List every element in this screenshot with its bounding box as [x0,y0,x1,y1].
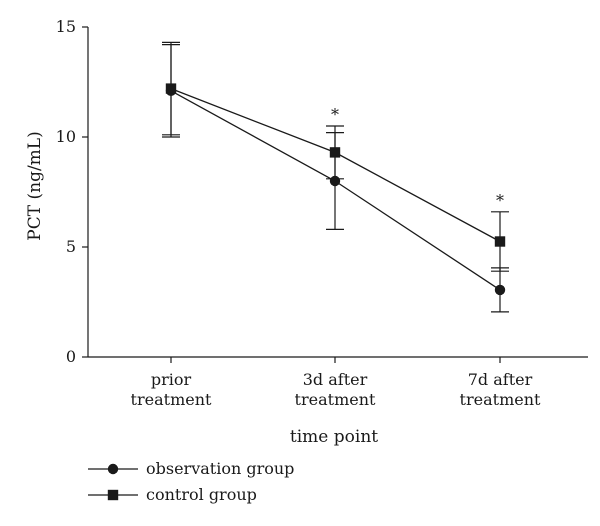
data-point [329,147,341,158]
legend: observation group control group [88,459,294,504]
series-control-group [162,41,509,272]
significance-marker: * [496,191,504,210]
y-tick-label: 15 [56,17,76,36]
y-tick-label: 0 [66,347,76,366]
legend-label: control group [146,485,257,504]
significance-marker: * [331,105,339,124]
data-point [494,236,506,247]
y-tick-label: 5 [66,237,76,256]
x-tick-label: prior treatment [131,370,212,409]
x-tick-label: 3d after treatment [295,370,376,409]
y-tick-label: 10 [56,127,76,146]
annotation-layer: ** [331,105,504,210]
data-point [165,83,177,94]
legend-label: observation group [146,459,294,478]
legend-item: observation group [88,459,294,478]
legend-marker [107,463,119,475]
x-axis: prior treatment 3d after treatment 7d after t… [88,356,588,409]
y-axis: 0 5 10 15 [56,17,89,366]
legend-marker [107,489,119,501]
x-tick-label: 7d after treatment [460,370,541,409]
data-point [494,284,506,296]
y-axis-title: PCT (ng/mL) [25,131,45,240]
series-layer [162,41,509,313]
x-axis-title: time point [290,427,378,447]
legend-item: control group [88,485,257,504]
